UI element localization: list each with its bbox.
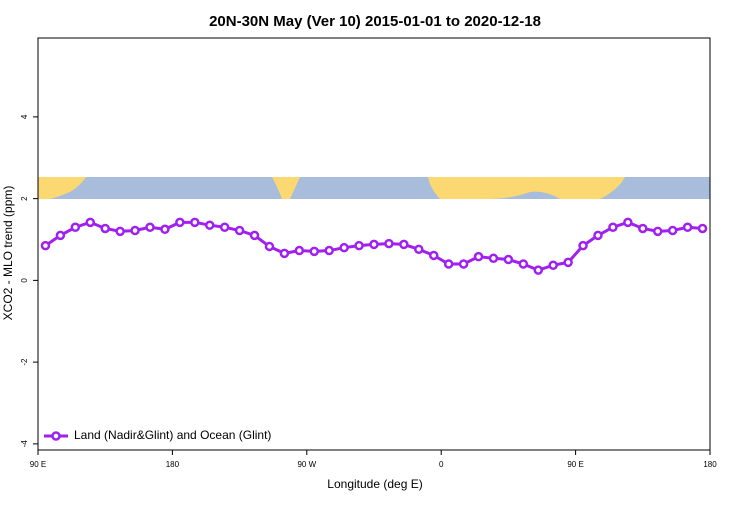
data-point (234, 225, 245, 236)
plot-frame (37, 37, 711, 451)
data-point (115, 226, 125, 237)
legend-marker (51, 431, 61, 441)
data-point (219, 222, 230, 232)
map-strip (38, 177, 710, 199)
legend-label: Land (Nadir&Glint) and Ocean (Glint) (74, 428, 271, 442)
data-point (563, 257, 573, 268)
data-point (533, 265, 544, 275)
x-tick-label: 90 E (567, 460, 583, 469)
data-point (682, 222, 693, 232)
data-point (190, 217, 200, 228)
data-point (443, 259, 454, 269)
data-point (652, 226, 663, 237)
data-point (458, 259, 469, 269)
data-point (623, 217, 633, 228)
data-point (414, 244, 424, 255)
data-point (100, 223, 110, 234)
data-point (85, 217, 96, 228)
y-axis-label: XCO2 - MLO trend (ppm) (1, 186, 15, 321)
data-point (518, 259, 529, 269)
data-point (578, 240, 588, 251)
data-point (160, 224, 170, 235)
data-point (399, 239, 409, 250)
data-point (488, 253, 499, 264)
data-point (638, 223, 648, 234)
data-point (70, 222, 81, 232)
data-point (40, 240, 51, 251)
y-tick-label: 4 (20, 114, 29, 119)
land (428, 177, 625, 199)
data-point (503, 254, 514, 265)
data-point (608, 222, 618, 232)
data-point (354, 240, 364, 251)
data-point (473, 251, 484, 262)
x-tick-label: 180 (703, 460, 717, 469)
data-point (369, 239, 379, 250)
chart-title: 20N-30N May (Ver 10) 2015-01-01 to 2020-… (209, 13, 541, 30)
x-tick-label: 90 W (297, 460, 316, 469)
data-point (249, 230, 260, 241)
y-tick-label: -4 (20, 440, 29, 448)
data-point (264, 241, 275, 252)
data-point (279, 248, 290, 259)
data-point (294, 245, 305, 256)
data-point (55, 230, 66, 241)
data-point (309, 246, 320, 257)
data-point (145, 222, 155, 232)
data-point (697, 223, 708, 234)
land (272, 177, 300, 199)
data-point (548, 260, 558, 271)
data-point (667, 225, 678, 236)
data-point (204, 220, 215, 230)
y-tick-label: 2 (20, 196, 29, 201)
plot: -4 -2 0 2 4 90 E 180 90 W 0 90 E 180 Land (Nadir&Gl… (20, 114, 717, 469)
y-tick-label: -2 (20, 358, 29, 366)
data-point (130, 225, 140, 236)
data-point (593, 230, 603, 241)
x-axis-label: Longitude (deg E) (327, 477, 422, 491)
x-tick-label: 180 (166, 460, 180, 469)
y-tick-label: 0 (20, 278, 29, 283)
data-point (175, 217, 185, 228)
data-point (339, 242, 349, 253)
data-point (428, 250, 439, 261)
x-tick-label: 90 E (30, 460, 46, 469)
x-tick-label: 0 (439, 460, 444, 469)
land (38, 177, 86, 199)
data-point (324, 245, 334, 256)
data-point (384, 238, 394, 249)
